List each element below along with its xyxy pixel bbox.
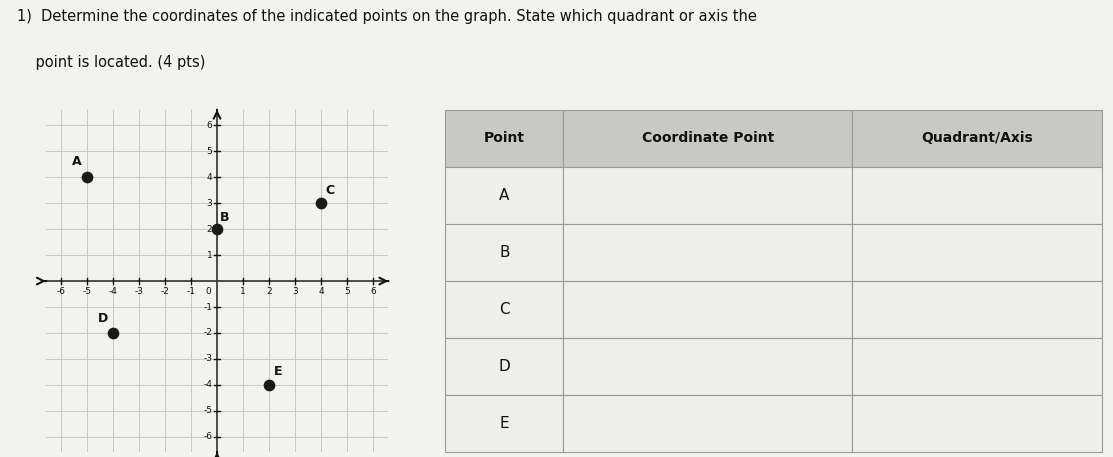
- Text: 1: 1: [240, 287, 246, 296]
- Text: A: A: [499, 188, 510, 203]
- Text: C: C: [499, 302, 510, 317]
- FancyBboxPatch shape: [445, 167, 563, 224]
- Point: [105, 329, 122, 337]
- Text: D: D: [98, 312, 108, 325]
- FancyBboxPatch shape: [563, 338, 853, 395]
- FancyBboxPatch shape: [853, 338, 1102, 395]
- Text: E: E: [274, 366, 283, 378]
- Text: -4: -4: [109, 287, 118, 296]
- Text: 1: 1: [207, 250, 213, 260]
- Text: -3: -3: [204, 355, 213, 363]
- FancyBboxPatch shape: [853, 281, 1102, 338]
- Text: Quadrant/Axis: Quadrant/Axis: [922, 131, 1033, 145]
- Text: 3: 3: [292, 287, 298, 296]
- Text: -5: -5: [82, 287, 91, 296]
- Text: -1: -1: [204, 303, 213, 312]
- Text: -4: -4: [204, 380, 213, 389]
- Text: -1: -1: [187, 287, 196, 296]
- FancyBboxPatch shape: [445, 110, 563, 167]
- FancyBboxPatch shape: [853, 224, 1102, 281]
- Text: 1)  Determine the coordinates of the indicated points on the graph. State which : 1) Determine the coordinates of the indi…: [17, 9, 757, 24]
- Text: D: D: [499, 359, 510, 374]
- FancyBboxPatch shape: [563, 224, 853, 281]
- Text: -2: -2: [204, 329, 213, 337]
- Text: B: B: [499, 245, 510, 260]
- FancyBboxPatch shape: [853, 395, 1102, 452]
- Text: Point: Point: [484, 131, 525, 145]
- Point: [260, 381, 278, 388]
- Text: A: A: [72, 155, 81, 168]
- Text: 6: 6: [370, 287, 376, 296]
- FancyBboxPatch shape: [445, 224, 563, 281]
- Text: 2: 2: [266, 287, 272, 296]
- Text: -6: -6: [57, 287, 66, 296]
- FancyBboxPatch shape: [853, 110, 1102, 167]
- Text: -6: -6: [204, 432, 213, 441]
- FancyBboxPatch shape: [563, 110, 853, 167]
- Point: [208, 225, 226, 233]
- Text: -2: -2: [160, 287, 169, 296]
- Text: 4: 4: [318, 287, 324, 296]
- Text: 0: 0: [206, 287, 211, 296]
- Text: 5: 5: [207, 147, 213, 156]
- Point: [78, 174, 96, 181]
- Text: Coordinate Point: Coordinate Point: [642, 131, 774, 145]
- FancyBboxPatch shape: [445, 281, 563, 338]
- FancyBboxPatch shape: [563, 395, 853, 452]
- Text: 5: 5: [344, 287, 349, 296]
- Text: point is located. (4 pts): point is located. (4 pts): [17, 55, 205, 70]
- FancyBboxPatch shape: [563, 281, 853, 338]
- Text: -5: -5: [204, 406, 213, 415]
- FancyBboxPatch shape: [563, 167, 853, 224]
- FancyBboxPatch shape: [853, 167, 1102, 224]
- Point: [312, 200, 329, 207]
- Text: C: C: [325, 184, 335, 197]
- Text: 2: 2: [207, 225, 213, 234]
- Text: B: B: [220, 211, 229, 224]
- Text: E: E: [500, 416, 509, 431]
- Text: 4: 4: [207, 173, 213, 182]
- Text: -3: -3: [135, 287, 144, 296]
- Text: 3: 3: [207, 199, 213, 207]
- Text: 6: 6: [207, 121, 213, 130]
- FancyBboxPatch shape: [445, 338, 563, 395]
- FancyBboxPatch shape: [445, 395, 563, 452]
